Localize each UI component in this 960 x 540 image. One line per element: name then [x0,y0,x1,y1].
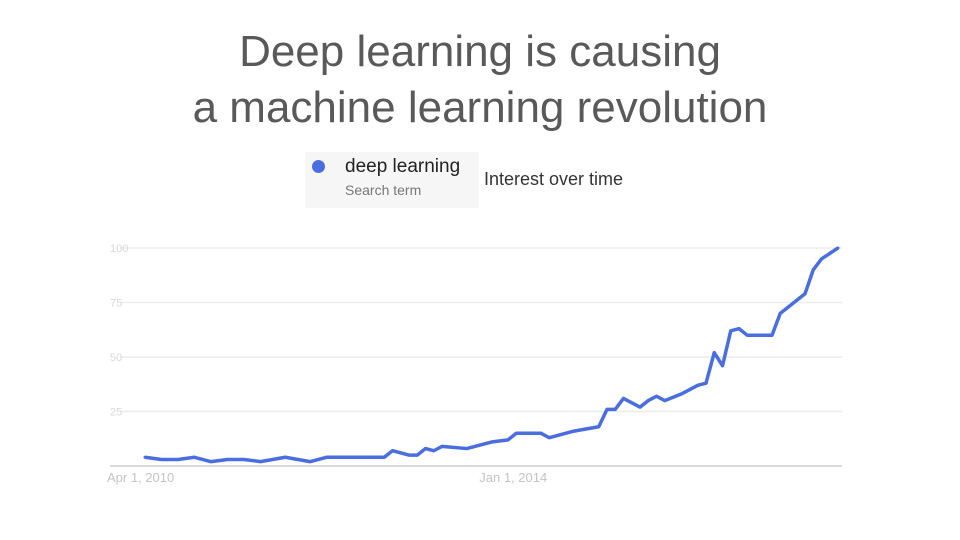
data-point [704,381,708,385]
data-point [514,431,518,435]
data-point [646,399,650,403]
data-point [424,447,427,451]
data-point [712,351,716,355]
data-point [679,392,683,396]
circle-icon [312,160,325,173]
slide-title-line-2: a machine learning revolution [192,83,768,132]
data-point [283,455,287,459]
series-line-deep-learning [144,246,839,464]
data-point [605,407,609,411]
y-tick-label: 25 [110,407,122,419]
y-tick-label: 100 [110,243,128,255]
data-point [325,455,328,459]
data-point [440,444,444,448]
data-point [597,425,601,429]
data-point [382,455,386,459]
data-point [465,447,469,451]
data-point [622,396,625,400]
data-point [539,431,543,435]
data-point [193,455,196,459]
data-point [308,460,312,464]
data-point [613,407,617,411]
data-point [778,311,782,315]
data-point [358,455,361,459]
slide-title-line-1: Deep learning is causing [239,27,721,76]
data-point [770,333,774,337]
data-point [803,292,807,296]
data-point [737,327,741,331]
x-tick-label: Jan 1, 2014 [479,470,547,485]
data-point [432,449,436,453]
data-point [655,394,658,398]
legend-term-type: Search term [345,182,422,198]
y-tick-label: 75 [110,298,122,310]
data-point [209,460,213,464]
data-point [160,457,163,461]
y-tick-label: 50 [110,352,122,364]
data-point [407,453,411,457]
data-point [226,457,229,461]
data-point [176,457,180,461]
data-point [729,329,733,333]
data-point [787,305,790,309]
data-point [572,429,576,433]
data-point [696,383,700,387]
data-point [242,457,246,461]
data-point [638,405,642,409]
data-point [547,436,551,440]
legend-term-box[interactable] [305,152,479,208]
data-point [836,246,840,250]
data-point [663,399,667,403]
x-tick-label: Apr 1, 2010 [107,470,174,485]
data-point [721,364,724,368]
data-point [259,460,262,464]
data-point [143,455,147,459]
chart-title: Interest over time [484,169,624,189]
data-point [506,438,510,442]
data-point [745,333,749,337]
data-point [820,257,823,261]
legend-term: deep learning [345,156,461,177]
data-point [811,268,815,272]
data-point [415,453,419,457]
data-point [391,449,394,453]
data-point [490,440,493,444]
